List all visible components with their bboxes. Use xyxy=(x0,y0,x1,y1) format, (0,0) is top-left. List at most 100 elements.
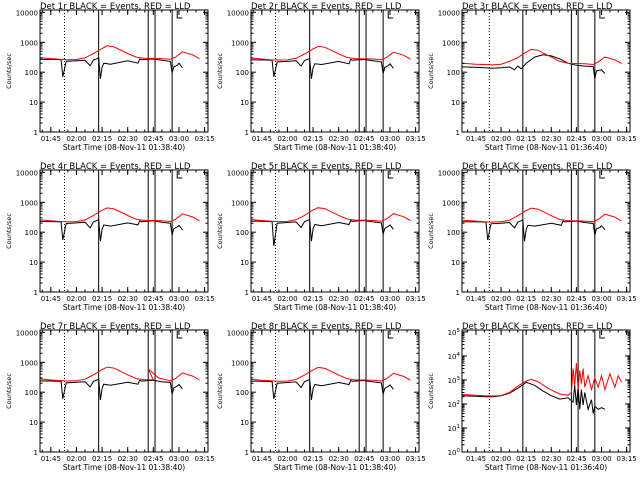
plot-frame xyxy=(461,9,631,133)
y-tick-label: 100 xyxy=(236,69,249,77)
x-tick-label: 02:30 xyxy=(118,135,138,143)
y-tick-label: 102 xyxy=(448,400,460,409)
x-tick-label: 03:15 xyxy=(405,135,425,143)
y-tick-label: 10 xyxy=(29,259,38,267)
y-tick-label: 10000 xyxy=(16,329,38,337)
series-line-lld xyxy=(251,207,411,223)
x-tick-label: 02:30 xyxy=(541,295,561,303)
y-tick-label: 1 xyxy=(34,449,38,457)
plot-frame xyxy=(461,169,631,293)
y-tick-label: 1 xyxy=(245,129,249,137)
panel-det-5: Det 5r BLACK = Events, RED = LLD 1 10 100 10… xyxy=(216,162,426,312)
x-tick-label: 02:15 xyxy=(303,455,323,463)
bracket-mark xyxy=(176,11,183,19)
panel-title: Det 3r BLACK = Events, RED = LLD xyxy=(462,2,613,12)
plot-frame xyxy=(461,329,631,453)
y-tick-label: 1000 xyxy=(20,199,38,207)
y-tick-label: 1 xyxy=(34,129,38,137)
y-axis-label: Counts/sec xyxy=(216,213,224,249)
x-tick-label: 03:00 xyxy=(169,455,189,463)
series-line-events xyxy=(40,218,183,242)
y-tick-label: 1000 xyxy=(231,199,249,207)
series-line-events xyxy=(462,54,606,79)
x-tick-label: 02:00 xyxy=(66,455,86,463)
series-line-lld xyxy=(40,45,200,61)
y-tick-label: 10000 xyxy=(16,9,38,17)
series-line-events xyxy=(40,378,183,400)
series-group xyxy=(40,366,200,400)
series-line-events xyxy=(462,218,606,242)
x-axis-label: Start Time (08-Nov-11 01:38:40) xyxy=(274,143,396,152)
panel-title: Det 5r BLACK = Events, RED = LLD xyxy=(251,162,402,172)
x-axis-label: Start Time (08-Nov-11 01:38:40) xyxy=(274,303,396,312)
panel-det-1: Det 1r BLACK = Events, RED = LLD 1 10 100 10… xyxy=(5,2,215,152)
x-tick-label: 02:45 xyxy=(354,295,374,303)
x-axis-label: Start Time (08-Nov-11 01:36:40) xyxy=(485,143,607,152)
x-tick-label: 03:15 xyxy=(194,135,214,143)
x-tick-label: 02:45 xyxy=(566,455,586,463)
series-line-events xyxy=(251,378,394,400)
series-line-lld xyxy=(40,207,200,223)
y-tick-label: 100 xyxy=(448,448,461,457)
x-tick-label: 03:00 xyxy=(380,455,400,463)
y-tick-label: 1000 xyxy=(442,39,460,47)
y-tick-label: 10 xyxy=(451,99,460,107)
series-line-lld xyxy=(251,366,411,382)
y-tick-label: 1000 xyxy=(20,359,38,367)
y-tick-label: 1000 xyxy=(442,199,460,207)
x-tick-label: 02:15 xyxy=(303,295,323,303)
y-tick-label: 1000 xyxy=(231,359,249,367)
panel-det-4: Det 4r BLACK = Events, RED = LLD 1 10 100 10… xyxy=(5,162,215,312)
x-tick-label: 02:45 xyxy=(143,135,163,143)
y-tick-label: 1 xyxy=(245,289,249,297)
y-tick-label: 100 xyxy=(25,69,38,77)
panel-title: Det 9r BLACK = Events, RED = LLD xyxy=(462,322,613,332)
bracket-mark xyxy=(599,171,605,179)
series-group xyxy=(462,363,623,414)
x-tick-label: 02:30 xyxy=(541,455,561,463)
y-axis-label: Counts/sec xyxy=(216,373,224,409)
x-tick-label: 02:15 xyxy=(516,295,536,303)
x-tick-label: 02:15 xyxy=(303,135,323,143)
y-tick-label: 100 xyxy=(25,229,38,237)
bracket-mark xyxy=(176,171,183,179)
x-tick-label: 02:30 xyxy=(329,135,349,143)
y-tick-label: 103 xyxy=(448,376,461,385)
x-tick-label: 02:15 xyxy=(516,455,536,463)
x-tick-label: 02:30 xyxy=(541,135,561,143)
x-tick-label: 02:00 xyxy=(66,135,86,143)
x-tick-label: 02:45 xyxy=(143,295,163,303)
x-tick-label: 02:15 xyxy=(516,135,536,143)
x-tick-label: 02:30 xyxy=(329,295,349,303)
y-tick-label: 10000 xyxy=(227,169,249,177)
y-tick-label: 10 xyxy=(240,259,249,267)
panel-det-7: Det 7r BLACK = Events, RED = LLD 1 10 100 10… xyxy=(5,322,215,472)
plot-frame xyxy=(250,9,420,133)
y-axis-label: Counts/sec xyxy=(216,53,224,89)
panel-title: Det 1r BLACK = Events, RED = LLD xyxy=(40,2,191,12)
panel-det-9: Det 9r BLACK = Events, RED = LLD 100 101 10… xyxy=(427,322,637,472)
y-tick-label: 1000 xyxy=(20,39,38,47)
x-axis-label: Start Time (08-Nov-11 01:38:40) xyxy=(63,303,185,312)
panel-title: Det 6r BLACK = Events, RED = LLD xyxy=(462,162,613,172)
x-tick-label: 02:15 xyxy=(92,135,112,143)
x-tick-label: 02:45 xyxy=(354,135,374,143)
y-tick-label: 1000 xyxy=(231,39,249,47)
series-group xyxy=(462,48,622,79)
x-tick-label: 01:45 xyxy=(252,455,272,463)
x-tick-label: 03:15 xyxy=(405,455,425,463)
y-tick-label: 100 xyxy=(236,389,249,397)
x-tick-label: 02:00 xyxy=(277,295,297,303)
series-group xyxy=(251,45,411,79)
plot-frame xyxy=(39,9,209,133)
y-tick-label: 100 xyxy=(25,389,38,397)
x-tick-label: 03:15 xyxy=(194,295,214,303)
x-tick-label: 01:45 xyxy=(41,295,61,303)
bracket-mark xyxy=(387,331,394,339)
x-tick-label: 02:00 xyxy=(491,135,511,143)
y-tick-label: 10000 xyxy=(438,9,460,17)
series-line-lld xyxy=(462,48,622,66)
x-tick-label: 02:45 xyxy=(566,295,586,303)
y-axis-label: Counts/sec xyxy=(427,373,435,409)
series-line-lld xyxy=(462,207,622,223)
